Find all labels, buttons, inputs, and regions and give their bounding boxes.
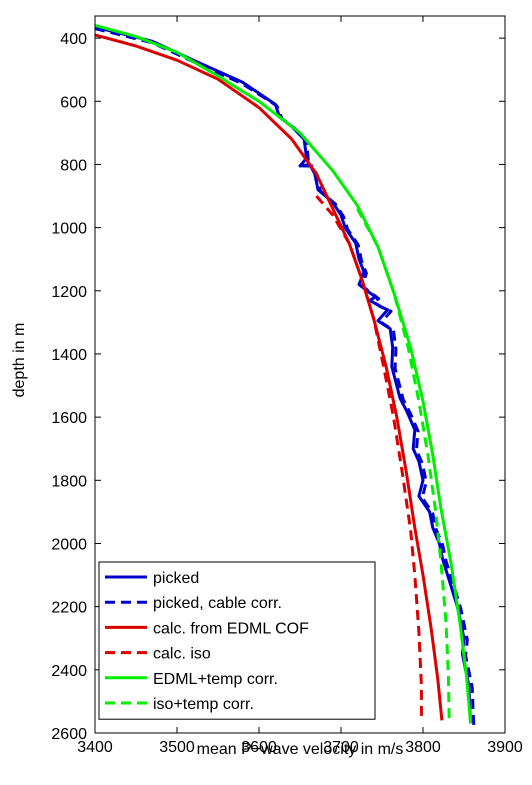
- legend-entry: calc. iso: [153, 646, 211, 663]
- series-line-6: [356, 207, 451, 721]
- y-tick-label: 2400: [51, 663, 87, 680]
- y-tick-label: 1400: [51, 347, 87, 364]
- x-axis: 3400 3500 3600 3700 3800 3900: [77, 16, 523, 756]
- x-tick-label: 3800: [405, 739, 441, 756]
- legend-box: [98, 561, 376, 720]
- legend-entry: EDML+temp corr.: [153, 671, 278, 688]
- x-tick-label: 3600: [241, 739, 277, 756]
- x-tick-label: 3700: [323, 739, 359, 756]
- legend: picked picked, cable corr. calc. from EDML…: [98, 561, 376, 720]
- series-line-4: [315, 195, 423, 721]
- y-tick-label: 1200: [51, 284, 87, 301]
- legend-entry: calc. from EDML COF: [153, 620, 309, 637]
- legend-entry: picked, cable corr.: [153, 595, 282, 612]
- y-axis-label: depth in m: [11, 323, 28, 398]
- y-tick-label: 1800: [51, 473, 87, 490]
- x-tick-label: 3500: [159, 739, 195, 756]
- y-tick-label: 600: [60, 94, 87, 111]
- legend-entry: iso+temp corr.: [153, 696, 254, 713]
- plot-lines: [95, 24, 476, 726]
- y-tick-label: 800: [60, 157, 87, 174]
- y-tick-label: 2000: [51, 536, 87, 553]
- series-line-3: [95, 33, 444, 721]
- y-tick-label: 1600: [51, 410, 87, 427]
- legend-entry: picked: [153, 570, 199, 587]
- x-axis-label: mean P−wave velocity in m/s: [197, 741, 404, 758]
- y-tick-label: 1000: [51, 221, 87, 238]
- y-tick-label: 400: [60, 31, 87, 48]
- x-tick-label: 3400: [77, 739, 113, 756]
- x-tick-label: 3900: [487, 739, 523, 756]
- y-tick-label: 2600: [51, 726, 87, 743]
- y-tick-label: 2200: [51, 600, 87, 617]
- plot-frame: [94, 15, 506, 734]
- y-axis: 400 600 800 1000 1200 1400 1600 1800 2000 2200 240…: [51, 31, 505, 743]
